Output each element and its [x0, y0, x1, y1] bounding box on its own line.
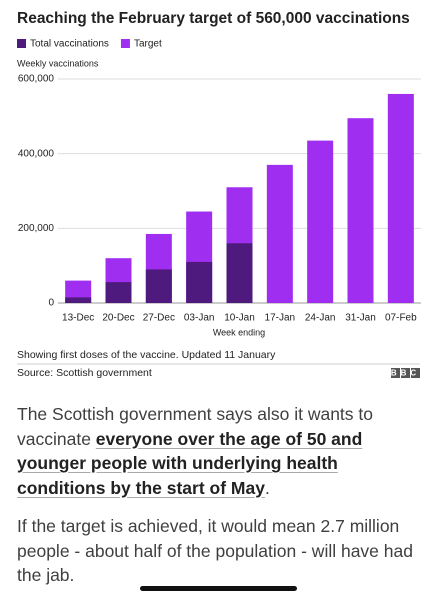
bar — [266, 164, 293, 303]
bar — [387, 93, 414, 303]
bar — [186, 261, 213, 303]
bar — [65, 297, 92, 303]
article-paragraph: The Scottish government says also it wan… — [17, 402, 425, 500]
x-tick-label: 27-Dec — [143, 313, 175, 324]
article-paragraph: If the target is achieved, it would mean… — [17, 516, 413, 585]
bbc-logo: BBC — [391, 368, 420, 378]
bar — [347, 118, 374, 303]
x-tick-label: 17-Jan — [265, 313, 296, 324]
y-axis-label: Weekly vaccinations — [17, 58, 99, 68]
y-tick-label: 0 — [48, 298, 54, 309]
x-tick-label: 24-Jan — [305, 313, 336, 324]
chart-source: Source: Scottish government — [17, 367, 152, 379]
chart: Reaching the February target of 560,000 … — [17, 10, 421, 379]
y-tick-label: 400,000 — [18, 148, 55, 159]
text: . — [264, 477, 270, 498]
bold-text: everyone over the age of 50 and younger … — [17, 428, 363, 498]
bar — [226, 243, 253, 303]
x-tick-label: 13-Dec — [62, 313, 94, 324]
y-tick-label: 600,000 — [18, 74, 55, 85]
x-tick-label: 03-Jan — [184, 313, 215, 324]
legend-label: Target — [134, 39, 162, 50]
y-tick-label: 200,000 — [18, 223, 55, 234]
x-tick-label: 20-Dec — [102, 313, 134, 324]
bar — [105, 282, 132, 303]
chart-title: Reaching the February target of 560,000 … — [17, 10, 410, 27]
legend-swatch — [17, 39, 26, 48]
chart-note: Showing first doses of the vaccine. Upda… — [17, 349, 276, 361]
bar — [145, 269, 172, 303]
legend-swatch — [120, 39, 130, 48]
bar — [307, 140, 334, 303]
legend-label: Total vaccinations — [30, 39, 109, 50]
home-indicator — [140, 586, 297, 591]
x-tick-label: 31-Jan — [345, 313, 376, 324]
logo-text: BBC — [391, 369, 420, 378]
x-axis-label: Week ending — [213, 327, 265, 337]
x-tick-label: 07-Feb — [385, 313, 417, 324]
x-tick-label: 10-Jan — [224, 313, 255, 324]
text: The Scottish government says also it wan… — [17, 404, 373, 449]
